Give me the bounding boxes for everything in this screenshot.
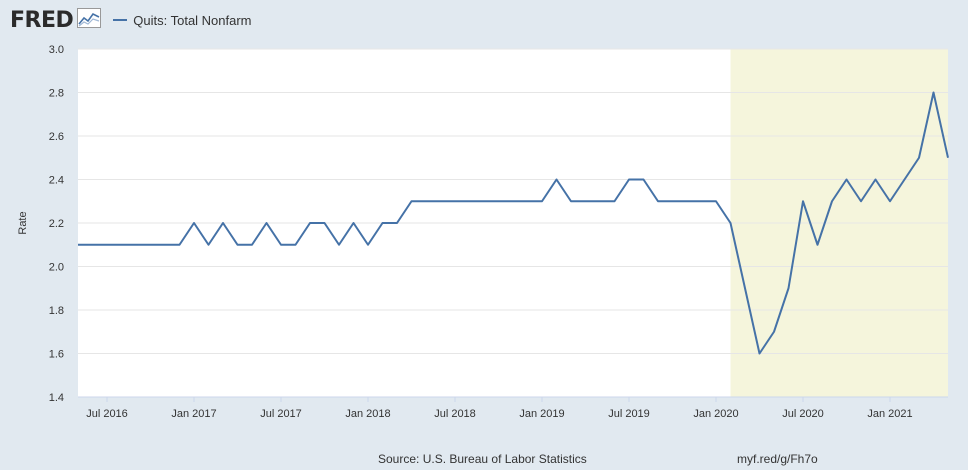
y-tick-label: 1.4 [49, 392, 64, 404]
legend-series-label: Quits: Total Nonfarm [133, 12, 252, 28]
x-tick-label: Jul 2016 [86, 408, 128, 420]
short-link[interactable]: myf.red/g/Fh7o [737, 452, 818, 466]
chart-legend: Quits: Total Nonfarm [113, 12, 252, 28]
chart-header: FRED Quits: Total Nonfarm [10, 6, 252, 34]
y-tick-label: 1.8 [49, 305, 64, 317]
x-tick-label: Jul 2017 [260, 408, 302, 420]
y-tick-label: 1.6 [49, 349, 64, 361]
y-axis-title: Rate [17, 211, 29, 234]
y-tick-label: 2.8 [49, 88, 64, 100]
x-tick-label: Jul 2020 [782, 408, 824, 420]
source-note: Source: U.S. Bureau of Labor Statistics [378, 452, 587, 466]
fred-logo-text: FRED [10, 7, 74, 33]
y-tick-label: 2.4 [49, 175, 64, 187]
trend-line-icon [77, 7, 102, 33]
y-tick-label: 2.6 [49, 131, 64, 143]
x-tick-label: Jan 2018 [345, 408, 390, 420]
x-tick-label: Jan 2017 [171, 408, 216, 420]
y-tick-label: 3.0 [49, 44, 64, 56]
x-tick-label: Jan 2020 [693, 408, 738, 420]
series-line-quits-total-nonfarm [78, 91, 949, 355]
x-tick-label: Jul 2018 [434, 408, 476, 420]
legend-swatch [113, 19, 128, 21]
fred-logo[interactable]: FRED [10, 7, 102, 33]
x-tick-label: Jan 2021 [867, 408, 912, 420]
y-tick-label: 2.0 [49, 262, 64, 274]
x-tick-label: Jul 2019 [608, 408, 650, 420]
x-tick-label: Jan 2019 [519, 408, 564, 420]
y-tick-label: 2.2 [49, 218, 64, 230]
